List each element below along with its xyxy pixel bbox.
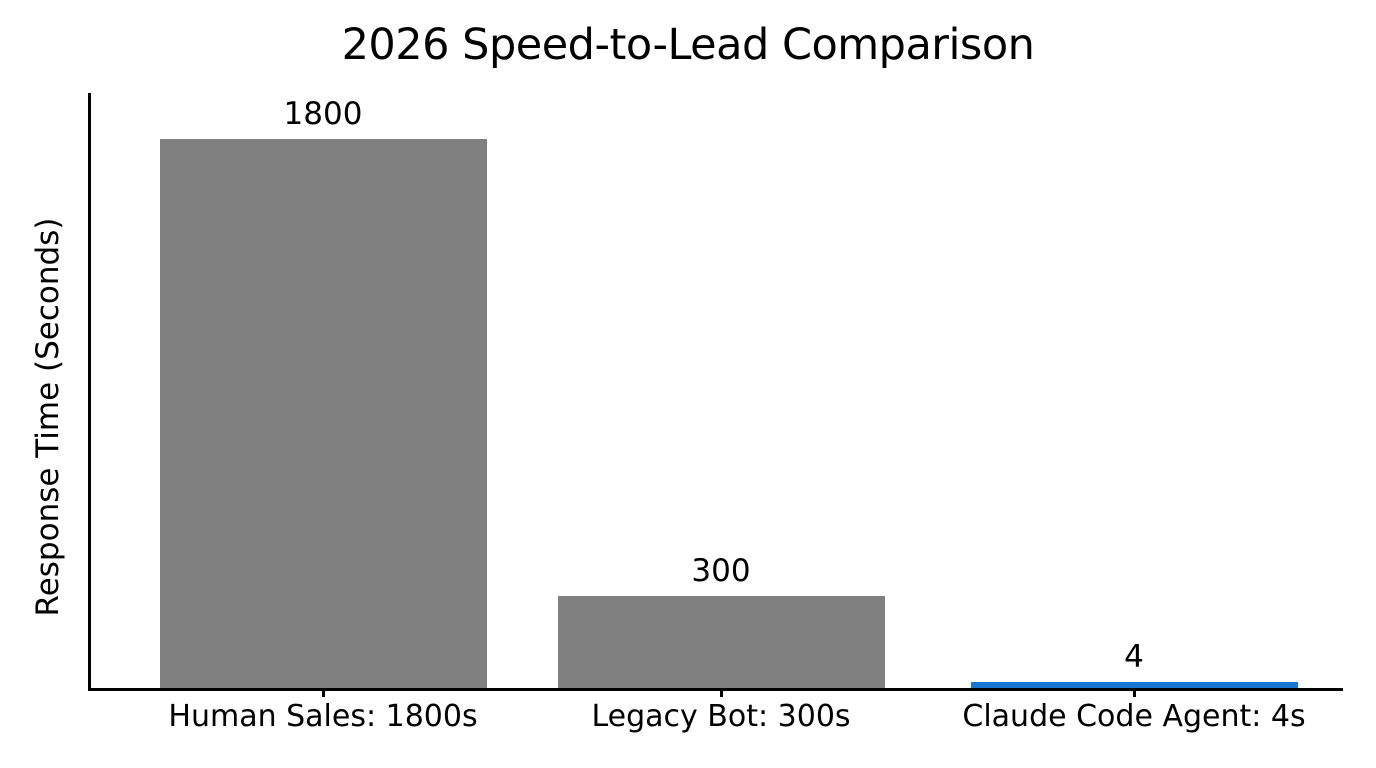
bar-human-sales (160, 139, 487, 688)
bar-value-label-claude-code-agent: 4 (1124, 639, 1144, 675)
bar-value-label-human-sales: 1800 (283, 96, 363, 132)
x-tick-legacy-bot (720, 691, 723, 697)
x-tick-label-human-sales: Human Sales: 1800s (168, 699, 478, 734)
bar-legacy-bot (558, 596, 885, 688)
x-tick-human-sales (322, 691, 325, 697)
plot-area: 1800 300 4 Human Sales: 1800s Legacy Bot: 3… (88, 91, 1343, 734)
x-axis-line (88, 688, 1343, 691)
bar-value-label-legacy-bot: 300 (691, 553, 751, 589)
bar-claude-code-agent (971, 682, 1298, 688)
y-axis-line (88, 93, 91, 691)
x-tick-label-legacy-bot: Legacy Bot: 300s (591, 699, 851, 734)
chart-title: 2026 Speed-to-Lead Comparison (341, 20, 1035, 70)
x-tick-claude-code-agent (1133, 691, 1136, 697)
x-tick-label-claude-code-agent: Claude Code Agent: 4s (962, 699, 1306, 734)
y-axis-label: Response Time (Seconds) (30, 217, 66, 617)
